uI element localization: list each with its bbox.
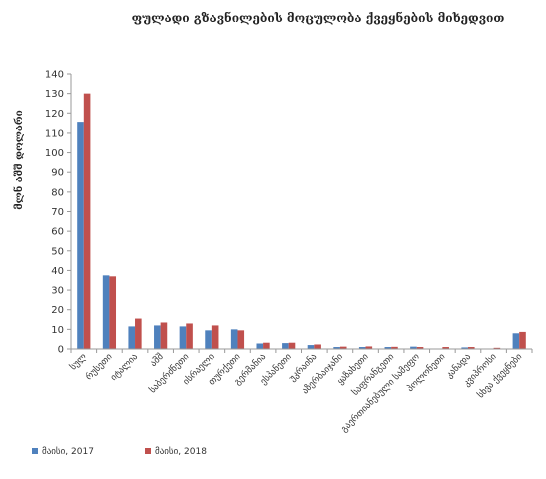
bar-2018 bbox=[314, 344, 321, 349]
y-tick-label: 50 bbox=[51, 246, 64, 257]
bar-2017 bbox=[333, 347, 340, 349]
bar-2018 bbox=[135, 318, 142, 349]
bar-2017 bbox=[205, 330, 212, 349]
y-tick-label: 100 bbox=[45, 148, 64, 159]
bar-2018 bbox=[391, 346, 398, 349]
bar-2017 bbox=[77, 122, 84, 349]
bar-2018 bbox=[109, 276, 117, 349]
bar-2017 bbox=[282, 343, 289, 349]
y-tick-label: 140 bbox=[45, 70, 64, 81]
bar-2017 bbox=[102, 275, 110, 349]
bar-2018 bbox=[365, 346, 373, 349]
y-tick-label: 10 bbox=[51, 325, 64, 336]
y-tick-label: 40 bbox=[51, 266, 64, 277]
bar-2018 bbox=[288, 342, 296, 349]
bar-2018 bbox=[467, 347, 475, 349]
x-category-label: სულ bbox=[68, 351, 89, 372]
bar-2018 bbox=[493, 347, 501, 349]
bar-2017 bbox=[230, 329, 238, 349]
y-axis-label: მლნ აშშ დოლარი bbox=[12, 110, 25, 210]
bar-2018 bbox=[519, 331, 526, 349]
y-tick-label: 30 bbox=[51, 286, 64, 297]
bar-2018 bbox=[339, 346, 347, 349]
bar-2018 bbox=[442, 347, 449, 349]
y-axis: 0 10 20 30 40 50 60 70 80 90 100 110 120 130 140 bbox=[45, 70, 71, 356]
bar-2018 bbox=[160, 322, 168, 349]
chart-title: ფულადი გზავნილების მოცულობა ქვეყნების მი… bbox=[132, 10, 505, 25]
bar-2017 bbox=[179, 326, 187, 349]
bar-2018 bbox=[416, 347, 424, 349]
bar-2017 bbox=[461, 347, 468, 349]
y-tick-label: 90 bbox=[51, 168, 64, 179]
axes bbox=[70, 74, 533, 353]
bar-2017 bbox=[154, 325, 161, 349]
bar-2017 bbox=[384, 347, 392, 349]
bar-2018 bbox=[186, 323, 193, 349]
legend: მაისი, 2017 მაისი, 2018 bbox=[32, 446, 207, 457]
y-tick-label: 60 bbox=[51, 227, 64, 238]
x-category-label: სხვა ქვეყნები bbox=[475, 351, 524, 400]
bar-2018 bbox=[211, 325, 219, 349]
bar-2017 bbox=[512, 333, 520, 349]
x-category-label: აშშ bbox=[148, 351, 166, 369]
bar-2018 bbox=[237, 330, 245, 349]
bar-2017 bbox=[410, 346, 417, 349]
bars bbox=[77, 93, 526, 350]
bar-2017 bbox=[358, 347, 366, 349]
bar-2018 bbox=[263, 342, 270, 349]
y-tick-label: 80 bbox=[51, 187, 64, 198]
y-tick-label: 20 bbox=[51, 305, 64, 316]
legend-swatch-2017 bbox=[32, 448, 38, 454]
bar-2017 bbox=[256, 343, 264, 349]
legend-swatch-2018 bbox=[145, 448, 151, 454]
x-category-label: იტალია bbox=[109, 352, 140, 383]
bar-2017 bbox=[307, 345, 315, 349]
bar-2018 bbox=[83, 93, 91, 350]
legend-label-2017: მაისი, 2017 bbox=[42, 446, 94, 457]
y-tick-label: 130 bbox=[45, 89, 64, 100]
y-tick-label: 120 bbox=[45, 109, 64, 120]
legend-label-2018: მაისი, 2018 bbox=[155, 446, 207, 457]
y-tick-label: 110 bbox=[45, 128, 64, 139]
bar-2017 bbox=[128, 326, 136, 349]
y-tick-label: 70 bbox=[51, 207, 64, 218]
y-tick-label: 0 bbox=[58, 345, 64, 356]
